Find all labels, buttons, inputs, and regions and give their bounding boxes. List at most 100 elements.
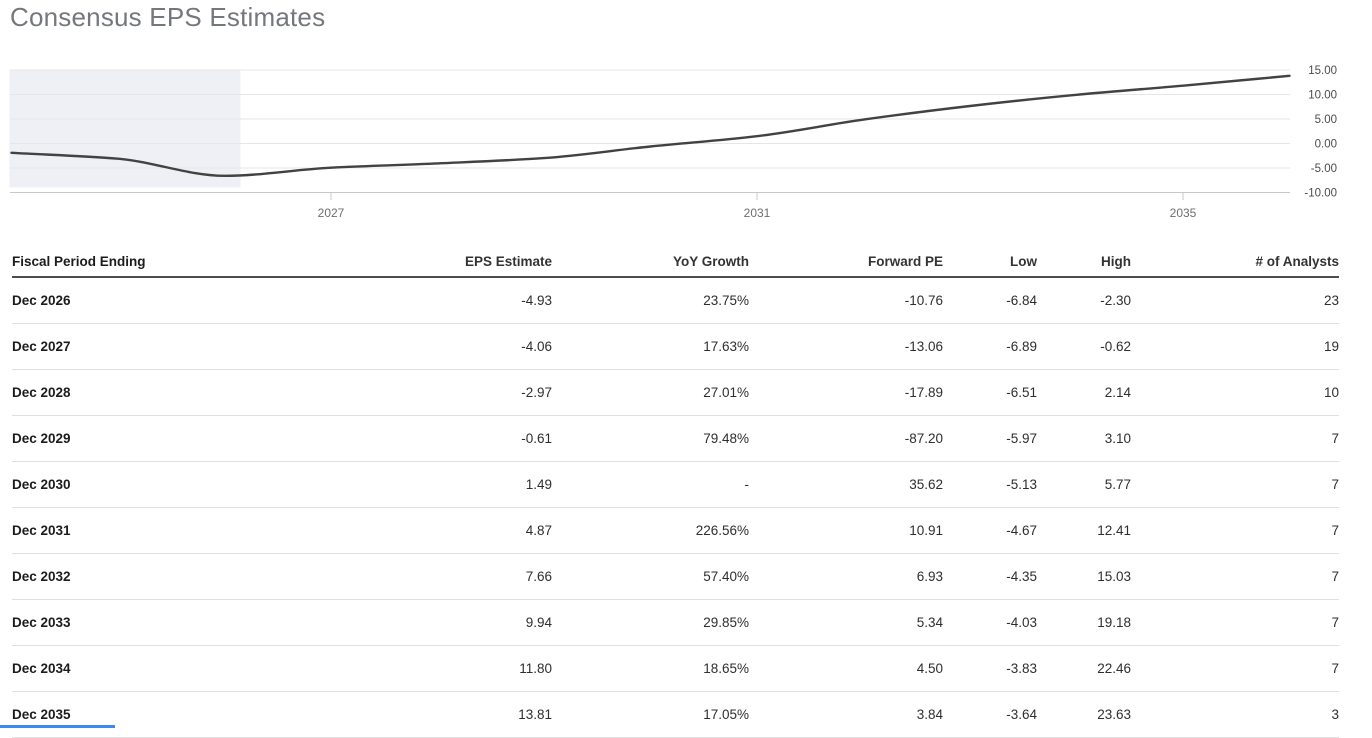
table-row: Dec 2029 -0.61 79.48% -87.20 -5.97 3.10 7	[12, 416, 1339, 462]
value-cell: 15.03	[1097, 569, 1131, 584]
value-cell: 10	[1323, 385, 1339, 400]
value-cell: 9.94	[525, 615, 552, 630]
table-row: Dec 2028 -2.97 27.01% -17.89 -6.51 2.14 10	[12, 370, 1339, 416]
value-cell: 7	[1331, 477, 1339, 492]
table-header-row: Fiscal Period Ending EPS Estimate YoY Gr…	[12, 247, 1339, 278]
table-row: Dec 2035 13.81 17.05% 3.84 -3.64 23.63 3	[12, 692, 1339, 738]
x-axis-label: 2035	[1170, 206, 1197, 220]
y-axis-label: -5.00	[1311, 163, 1337, 175]
table-row: Dec 2030 1.49 - 35.62 -5.13 5.77 7	[12, 462, 1339, 508]
table-row: Dec 2027 -4.06 17.63% -13.06 -6.89 -0.62 19	[12, 324, 1339, 370]
value-cell: 19.18	[1097, 615, 1131, 630]
value-cell: -0.61	[521, 431, 552, 446]
y-axis-label: -10.00	[1304, 188, 1337, 200]
value-cell: 6.93	[916, 569, 943, 584]
value-cell: 5.34	[916, 615, 943, 630]
value-cell: 23.63	[1097, 707, 1131, 722]
value-cell: -4.93	[521, 293, 552, 308]
value-cell: 1.49	[525, 477, 552, 492]
header-fiscal-period: Fiscal Period Ending	[12, 254, 146, 269]
x-axis-label: 2027	[318, 206, 345, 220]
value-cell: 2.14	[1104, 385, 1131, 400]
value-cell: -3.64	[1006, 707, 1037, 722]
y-axis-label: 15.00	[1308, 65, 1337, 77]
value-cell: 226.56%	[695, 523, 749, 538]
value-cell: 3	[1331, 707, 1339, 722]
value-cell: 17.63%	[703, 339, 749, 354]
value-cell: 29.85%	[703, 615, 749, 630]
value-cell: -17.89	[904, 385, 943, 400]
value-cell: -2.97	[521, 385, 552, 400]
value-cell: 3.10	[1104, 431, 1131, 446]
value-cell: 3.84	[916, 707, 943, 722]
value-cell: 13.81	[518, 707, 552, 722]
value-cell: 22.46	[1097, 661, 1131, 676]
value-cell: 7	[1331, 523, 1339, 538]
header-num-analysts: # of Analysts	[1255, 254, 1339, 269]
scroll-indicator	[0, 725, 115, 728]
value-cell: -13.06	[904, 339, 943, 354]
value-cell: -87.20	[904, 431, 943, 446]
eps-line-chart-canvas[interactable]: 2027 2031 2035 15.00 10.00 5.00 0.00 -5.00 -10.0…	[0, 55, 1372, 233]
fiscal-period-cell: Dec 2030	[12, 477, 71, 492]
fiscal-period-cell: Dec 2031	[12, 523, 71, 538]
x-axis-label: 2031	[744, 206, 771, 220]
value-cell: 4.50	[916, 661, 943, 676]
y-axis-label: 5.00	[1315, 114, 1337, 126]
eps-estimates-table: Fiscal Period Ending EPS Estimate YoY Gr…	[12, 247, 1339, 738]
eps-forecast-chart[interactable]: 2027 2031 2035 15.00 10.00 5.00 0.00 -5.00 -10.0…	[0, 55, 1372, 233]
value-cell: 7	[1331, 661, 1339, 676]
value-cell: -	[744, 477, 750, 492]
fiscal-period-cell: Dec 2027	[12, 339, 71, 354]
value-cell: 7	[1331, 615, 1339, 630]
value-cell: 7	[1331, 431, 1339, 446]
value-cell: 5.77	[1104, 477, 1131, 492]
value-cell: -6.84	[1006, 293, 1037, 308]
eps-series-line	[10, 74, 1291, 177]
table-row: Dec 2031 4.87 226.56% 10.91 -4.67 12.41 7	[12, 508, 1339, 554]
fiscal-period-cell: Dec 2032	[12, 569, 71, 584]
value-cell: 7.66	[525, 569, 552, 584]
value-cell: -4.03	[1006, 615, 1037, 630]
value-cell: -6.51	[1006, 385, 1037, 400]
y-axis-label: 0.00	[1315, 139, 1337, 151]
fiscal-period-cell: Dec 2035	[12, 707, 71, 722]
table-row: Dec 2026 -4.93 23.75% -10.76 -6.84 -2.30 23	[12, 278, 1339, 324]
table-row: Dec 2032 7.66 57.40% 6.93 -4.35 15.03 7	[12, 554, 1339, 600]
value-cell: 27.01%	[703, 385, 749, 400]
value-cell: 12.41	[1097, 523, 1131, 538]
page-title: Consensus EPS Estimates	[10, 2, 326, 32]
value-cell: -4.06	[521, 339, 552, 354]
table-row: Dec 2034 11.80 18.65% 4.50 -3.83 22.46 7	[12, 646, 1339, 692]
y-axis-label: 10.00	[1308, 90, 1337, 102]
header-low: Low	[1010, 254, 1037, 269]
fiscal-period-cell: Dec 2034	[12, 661, 71, 676]
table-row: Dec 2033 9.94 29.85% 5.34 -4.03 19.18 7	[12, 600, 1339, 646]
value-cell: -5.13	[1006, 477, 1037, 492]
value-cell: 11.80	[519, 661, 552, 676]
value-cell: -6.89	[1006, 339, 1037, 354]
value-cell: 23.75%	[703, 293, 749, 308]
value-cell: -2.30	[1100, 293, 1131, 308]
value-cell: -5.97	[1006, 431, 1037, 446]
header-high: High	[1101, 254, 1131, 269]
fiscal-period-cell: Dec 2028	[12, 385, 71, 400]
value-cell: 17.05%	[703, 707, 749, 722]
value-cell: 57.40%	[703, 569, 749, 584]
historical-period-shade	[9, 69, 241, 188]
value-cell: -10.76	[904, 293, 943, 308]
value-cell: 4.87	[525, 523, 552, 538]
value-cell: -3.83	[1006, 661, 1037, 676]
value-cell: 19	[1323, 339, 1339, 354]
value-cell: 7	[1331, 569, 1339, 584]
value-cell: 18.65%	[703, 661, 749, 676]
value-cell: -0.62	[1100, 339, 1131, 354]
fiscal-period-cell: Dec 2033	[12, 615, 71, 630]
header-eps-estimate: EPS Estimate	[464, 254, 552, 269]
table-body: Dec 2026 -4.93 23.75% -10.76 -6.84 -2.30 23 Dec…	[12, 278, 1339, 738]
fiscal-period-cell: Dec 2029	[12, 431, 71, 446]
header-forward-pe: Forward PE	[867, 254, 943, 269]
header-yoy-growth: YoY Growth	[672, 254, 749, 269]
value-cell: 23	[1323, 293, 1339, 308]
